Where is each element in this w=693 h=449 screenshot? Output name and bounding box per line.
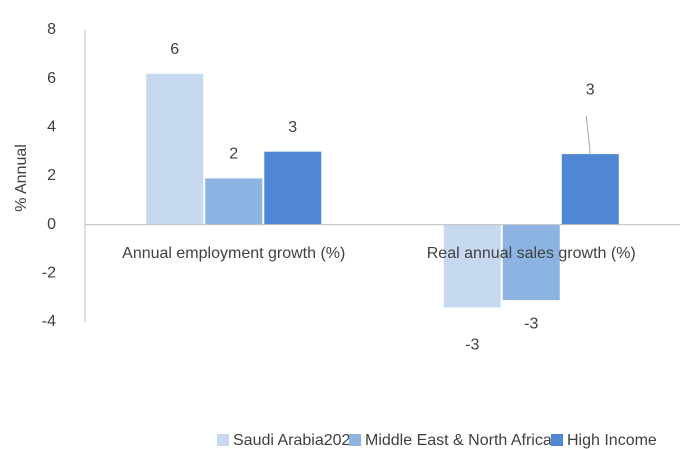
y-axis-label: % Annual bbox=[13, 144, 30, 212]
bar bbox=[205, 178, 263, 225]
bar bbox=[561, 154, 619, 225]
legend-label: Saudi Arabia2022 bbox=[233, 432, 359, 449]
bar bbox=[146, 73, 204, 225]
bar bbox=[264, 151, 322, 225]
data-label: 2 bbox=[229, 146, 238, 163]
legend-label: Middle East & North Africa bbox=[365, 432, 552, 449]
y-tick-label: -2 bbox=[42, 265, 56, 282]
data-label: -3 bbox=[465, 337, 479, 354]
data-label: 3 bbox=[288, 119, 297, 136]
y-tick-label: -4 bbox=[42, 313, 56, 330]
leader-line bbox=[585, 116, 591, 155]
data-label: 6 bbox=[170, 41, 179, 58]
y-tick-label: 6 bbox=[47, 70, 56, 87]
x-tick-label: Real annual sales growth (%) bbox=[426, 244, 636, 262]
bar bbox=[443, 224, 501, 308]
legend-swatch bbox=[551, 434, 563, 446]
y-tick-label: 2 bbox=[47, 167, 56, 184]
legend-swatch bbox=[217, 434, 229, 446]
y-tick-label: 8 bbox=[47, 21, 56, 38]
bar bbox=[502, 224, 560, 301]
data-label: -3 bbox=[524, 315, 538, 332]
data-label: 3 bbox=[586, 81, 595, 98]
y-tick-label: 0 bbox=[47, 216, 56, 233]
legend-swatch bbox=[349, 434, 361, 446]
legend-label: High Income bbox=[567, 432, 657, 449]
y-tick-label: 4 bbox=[47, 119, 56, 136]
x-tick-label: Annual employment growth (%) bbox=[122, 244, 346, 262]
